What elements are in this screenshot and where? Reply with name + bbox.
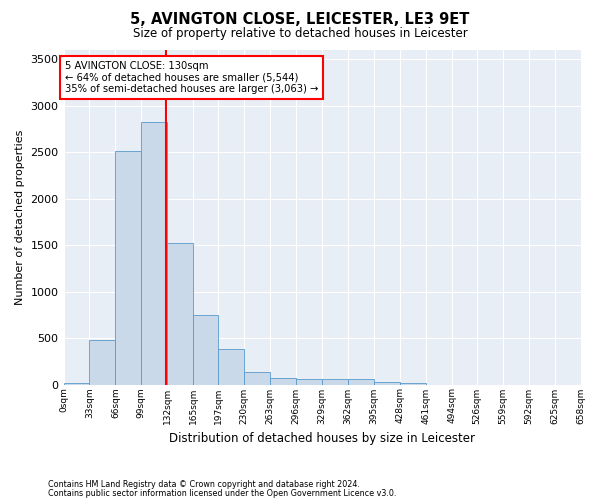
Text: Contains public sector information licensed under the Open Government Licence v3: Contains public sector information licen…: [48, 488, 397, 498]
Bar: [89, 340, 115, 384]
Bar: [193, 315, 218, 384]
X-axis label: Distribution of detached houses by size in Leicester: Distribution of detached houses by size …: [169, 432, 475, 445]
Bar: [374, 382, 400, 384]
Y-axis label: Number of detached properties: Number of detached properties: [15, 130, 25, 305]
Bar: [348, 380, 374, 384]
Bar: [142, 122, 167, 384]
Text: 5, AVINGTON CLOSE, LEICESTER, LE3 9ET: 5, AVINGTON CLOSE, LEICESTER, LE3 9ET: [130, 12, 470, 28]
Text: 5 AVINGTON CLOSE: 130sqm
← 64% of detached houses are smaller (5,544)
35% of sem: 5 AVINGTON CLOSE: 130sqm ← 64% of detach…: [65, 61, 319, 94]
Bar: [400, 382, 426, 384]
Bar: [167, 244, 193, 384]
Bar: [296, 380, 322, 384]
Bar: [244, 372, 270, 384]
Bar: [322, 380, 348, 384]
Bar: [270, 378, 296, 384]
Bar: [218, 349, 244, 384]
Text: Contains HM Land Registry data © Crown copyright and database right 2024.: Contains HM Land Registry data © Crown c…: [48, 480, 360, 489]
Bar: [115, 152, 142, 384]
Bar: [64, 382, 89, 384]
Text: Size of property relative to detached houses in Leicester: Size of property relative to detached ho…: [133, 28, 467, 40]
